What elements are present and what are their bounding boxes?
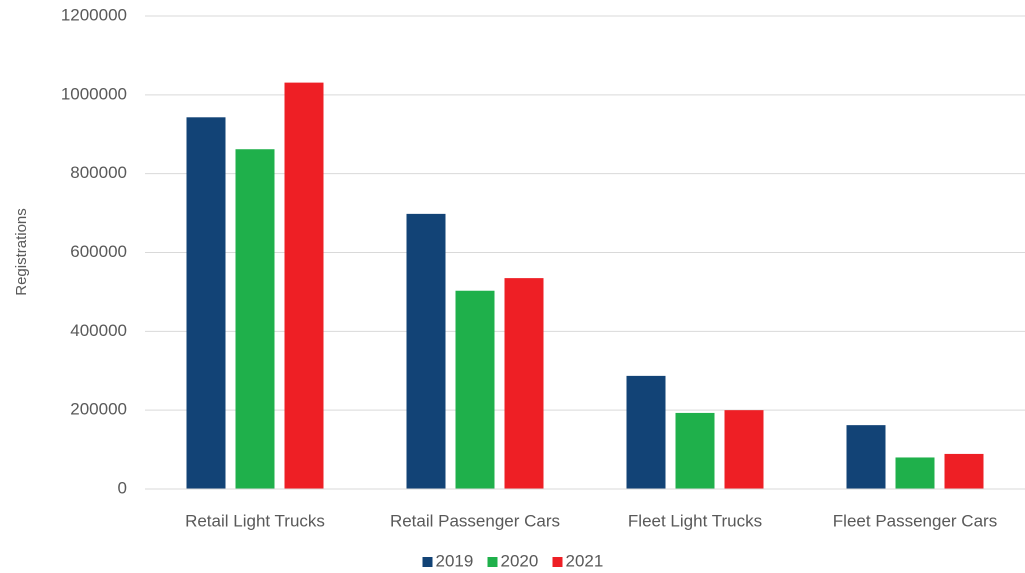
- y-axis-label: Registrations: [13, 208, 30, 296]
- gridlines: [145, 15, 1025, 411]
- legend-swatch-2019: [422, 557, 433, 567]
- x-category-label: Fleet Light Trucks: [628, 511, 762, 530]
- legend-swatch-2020: [487, 557, 498, 567]
- x-category-label: Retail Passenger Cars: [390, 511, 560, 530]
- legend-label: 2021: [566, 551, 604, 570]
- x-category-label: Retail Light Trucks: [185, 511, 325, 530]
- bar-2020-1: [455, 290, 495, 489]
- bar-2020-0: [235, 149, 275, 489]
- y-tick-label: 1000000: [61, 84, 127, 103]
- bar-2021-0: [284, 82, 324, 489]
- bar-2020-2: [675, 412, 715, 489]
- bars: [186, 82, 984, 489]
- y-tick-label: 400000: [70, 321, 127, 340]
- y-tick-label: 200000: [70, 400, 127, 419]
- x-category-label: Fleet Passenger Cars: [833, 511, 997, 530]
- y-tick-label: 800000: [70, 163, 127, 182]
- bar-2021-3: [944, 453, 984, 489]
- y-tick-label: 1200000: [61, 5, 127, 24]
- legend-label: 2020: [501, 551, 539, 570]
- legend: 2019 2020 2021: [422, 551, 604, 570]
- bar-2020-3: [895, 457, 935, 489]
- legend-swatch-2021: [552, 557, 563, 567]
- bar-2019-0: [186, 117, 226, 489]
- bar-2019-2: [626, 375, 666, 489]
- legend-label: 2019: [436, 551, 474, 570]
- y-tick-label: 0: [118, 478, 127, 497]
- y-tick-label: 600000: [70, 242, 127, 261]
- bar-2019-1: [406, 213, 446, 489]
- bar-2019-3: [846, 425, 886, 489]
- bar-2021-1: [504, 278, 544, 489]
- bar-2021-2: [724, 410, 764, 489]
- y-axis-ticks: 0 200000 400000 600000 800000 1000000 1200000: [61, 5, 127, 497]
- x-axis-categories: Retail Light Trucks Retail Passenger Cars…: [185, 511, 997, 530]
